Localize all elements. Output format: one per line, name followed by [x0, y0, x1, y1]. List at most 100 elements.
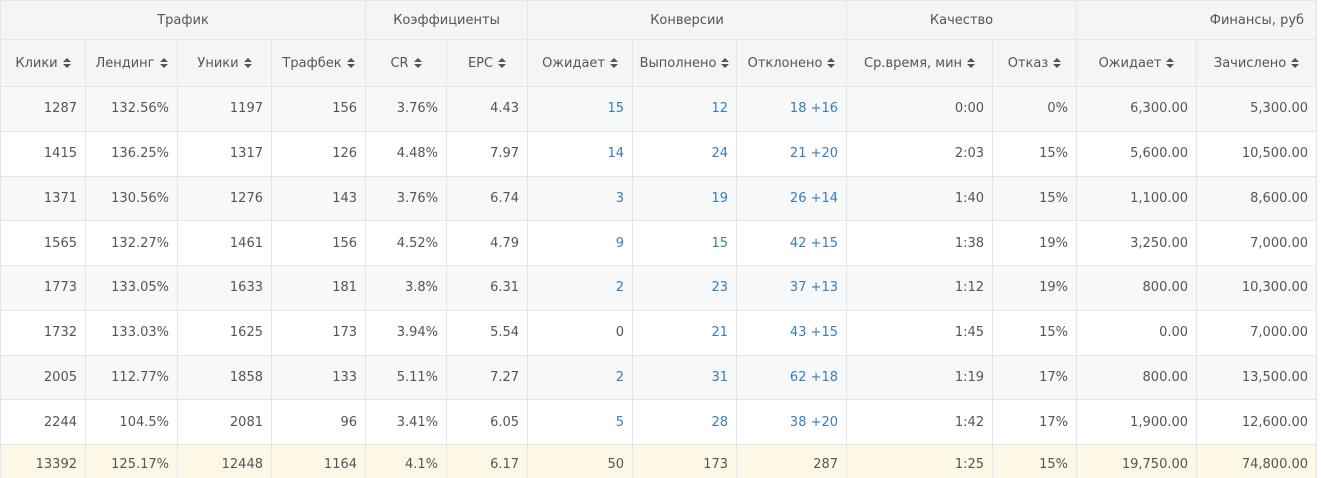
- column-label: Клики: [15, 55, 58, 71]
- table-cell: 5.54: [446, 309, 529, 356]
- table-cell: 3.94%: [365, 309, 448, 356]
- table-cell: 156: [270, 86, 367, 132]
- link-cell[interactable]: 2: [527, 265, 634, 311]
- link-cell[interactable]: 18 +16: [736, 86, 848, 132]
- sort-icon[interactable]: [243, 58, 252, 68]
- link-cell[interactable]: 15: [527, 86, 634, 132]
- table-cell: 112.77%: [85, 354, 178, 401]
- link-cell[interactable]: 42 +15: [736, 220, 848, 266]
- table-cell: 132.27%: [85, 220, 178, 266]
- column-header[interactable]: Лендинг: [85, 39, 178, 87]
- link-cell[interactable]: 43 +15: [736, 309, 848, 356]
- column-header[interactable]: Отклонено: [736, 39, 848, 87]
- sort-icon[interactable]: [62, 58, 71, 68]
- link-cell[interactable]: 3: [527, 175, 634, 222]
- total-row: 13392 125.17% 12448 1164 4.1% 6.17 50 173 287 1:2…: [0, 444, 1318, 478]
- sort-icon[interactable]: [721, 58, 730, 68]
- total-cell: 1164: [270, 444, 367, 478]
- table-cell: 1625: [177, 309, 272, 356]
- table-cell: 5,600.00: [1076, 130, 1198, 177]
- table-cell: 17%: [992, 399, 1078, 445]
- table-cell: 1,100.00: [1076, 175, 1198, 222]
- table-row: 1371 130.56% 1276 143 3.76% 6.74 3 19 26 +14 1:40…: [0, 175, 1318, 222]
- link-cell[interactable]: 24: [632, 130, 738, 177]
- table-cell: 0%: [992, 86, 1078, 132]
- link-cell[interactable]: 21 +20: [736, 130, 848, 177]
- table-cell: 3.8%: [365, 265, 448, 311]
- table-cell: 10,300.00: [1196, 265, 1318, 311]
- table-cell: 1287: [0, 86, 86, 132]
- table-cell: 156: [270, 220, 367, 266]
- link-cell[interactable]: 5: [527, 399, 634, 445]
- table-cell: 6.05: [446, 399, 529, 445]
- column-label: Ожидает: [1098, 55, 1162, 71]
- link-cell[interactable]: 14: [527, 130, 634, 177]
- sort-icon[interactable]: [1291, 58, 1300, 68]
- link-cell[interactable]: 26 +14: [736, 175, 848, 222]
- table-cell: 15%: [992, 175, 1078, 222]
- total-cell: 19,750.00: [1076, 444, 1198, 478]
- link-cell[interactable]: 23: [632, 265, 738, 311]
- sort-icon[interactable]: [609, 58, 618, 68]
- table-cell: 1773: [0, 265, 86, 311]
- table-cell: 1:42: [846, 399, 994, 445]
- link-cell[interactable]: 31: [632, 354, 738, 401]
- table-row: 1732 133.03% 1625 173 3.94% 5.54 0 21 43 +15 1:45…: [0, 309, 1318, 356]
- table-row: 2005 112.77% 1858 133 5.11% 7.27 2 31 62 +18 1:19…: [0, 354, 1318, 401]
- link-cell[interactable]: 15: [632, 220, 738, 266]
- table-cell: 2:03: [846, 130, 994, 177]
- table-cell: 1371: [0, 175, 86, 222]
- table-cell: 96: [270, 399, 367, 445]
- table-cell: 143: [270, 175, 367, 222]
- column-header-row: Клики Лендинг Уники Трафбек CR EPC Ожидает Выпо…: [0, 39, 1318, 87]
- link-cell[interactable]: 2: [527, 354, 634, 401]
- table-cell: 3.76%: [365, 175, 448, 222]
- column-header[interactable]: Трафбек: [270, 39, 367, 87]
- table-cell: 1461: [177, 220, 272, 266]
- sort-icon[interactable]: [159, 58, 168, 68]
- column-header[interactable]: Выполнено: [632, 39, 738, 87]
- table-cell: 6,300.00: [1076, 86, 1198, 132]
- table-cell: 132.56%: [85, 86, 178, 132]
- table-cell: 0.00: [1076, 309, 1198, 356]
- column-header[interactable]: Ожидает: [1076, 39, 1198, 87]
- sort-icon[interactable]: [1166, 58, 1175, 68]
- column-header[interactable]: Клики: [0, 39, 86, 87]
- sort-icon[interactable]: [967, 58, 976, 68]
- total-cell: 50: [527, 444, 634, 478]
- column-header[interactable]: Зачислено: [1196, 39, 1318, 87]
- column-header[interactable]: Уники: [177, 39, 272, 87]
- table-cell: 136.25%: [85, 130, 178, 177]
- link-cell[interactable]: 62 +18: [736, 354, 848, 401]
- link-cell[interactable]: 12: [632, 86, 738, 132]
- sort-icon[interactable]: [498, 58, 507, 68]
- sort-icon[interactable]: [1053, 58, 1062, 68]
- table-cell: 1:12: [846, 265, 994, 311]
- table-cell: 1:45: [846, 309, 994, 356]
- link-cell[interactable]: 38 +20: [736, 399, 848, 445]
- column-header[interactable]: EPC: [446, 39, 529, 87]
- sort-icon[interactable]: [346, 58, 355, 68]
- table-cell: 130.56%: [85, 175, 178, 222]
- total-cell: 74,800.00: [1196, 444, 1318, 478]
- link-cell[interactable]: 19: [632, 175, 738, 222]
- link-cell[interactable]: 9: [527, 220, 634, 266]
- sort-icon[interactable]: [827, 58, 836, 68]
- table-cell: 1732: [0, 309, 86, 356]
- table-cell: 15%: [992, 309, 1078, 356]
- column-header[interactable]: Ожидает: [527, 39, 634, 87]
- table-cell: 1633: [177, 265, 272, 311]
- table-cell: 1:38: [846, 220, 994, 266]
- link-cell[interactable]: 28: [632, 399, 738, 445]
- link-cell[interactable]: 37 +13: [736, 265, 848, 311]
- table-cell: 12,600.00: [1196, 399, 1318, 445]
- table-cell: 7.27: [446, 354, 529, 401]
- column-header[interactable]: Ср.время, мин: [846, 39, 994, 87]
- total-cell: 13392: [0, 444, 86, 478]
- link-cell[interactable]: 21: [632, 309, 738, 356]
- column-header[interactable]: CR: [365, 39, 448, 87]
- column-header[interactable]: Отказ: [992, 39, 1078, 87]
- sort-icon[interactable]: [413, 58, 422, 68]
- table-cell: 133.03%: [85, 309, 178, 356]
